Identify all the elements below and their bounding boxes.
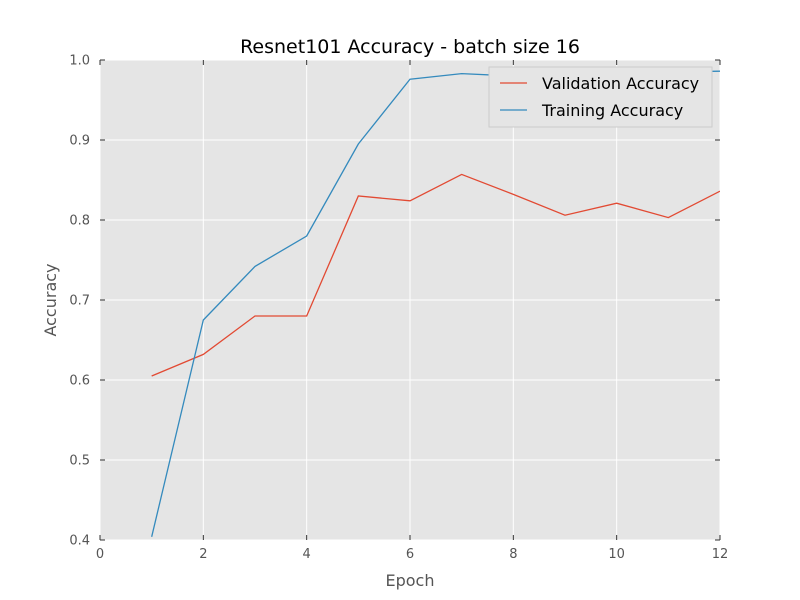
y-tick-label: 0.7: [69, 294, 90, 309]
x-tick-label: 8: [509, 547, 517, 562]
y-tick-label: 0.8: [69, 214, 90, 229]
y-tick-label: 1.0: [69, 54, 90, 69]
chart-title: Resnet101 Accuracy - batch size 16: [240, 36, 580, 58]
y-axis-label: Accuracy: [41, 263, 60, 336]
y-tick-label: 0.6: [69, 374, 90, 389]
legend-entry-label: Training Accuracy: [541, 101, 683, 120]
series-line-validation-accuracy: [151, 173, 720, 377]
x-tick-label: 0: [96, 547, 104, 562]
x-tick-label: 6: [406, 547, 414, 562]
x-axis-label: Epoch: [386, 571, 435, 590]
x-tick-label: 4: [303, 547, 311, 562]
x-tick-label: 10: [608, 547, 625, 562]
legend-entry-label: Validation Accuracy: [542, 74, 699, 93]
y-tick-label: 0.4: [69, 534, 90, 549]
x-tick-label: 2: [199, 547, 207, 562]
legend-box: [488, 66, 713, 128]
y-tick-label: 0.9: [69, 134, 90, 149]
legend: Validation Accuracy Training Accuracy: [488, 66, 713, 128]
y-tick-label: 0.5: [69, 454, 90, 469]
x-tick-label: 12: [712, 547, 729, 562]
axis-ticks: 0 2 4 6 8 10 12 0.4 0.5 0.6 0.7 0.8 0.9 1.0: [69, 54, 728, 563]
